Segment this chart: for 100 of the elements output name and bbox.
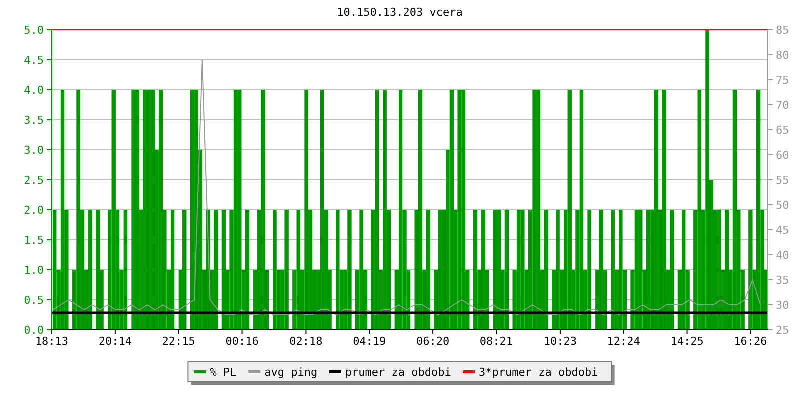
bar — [481, 210, 486, 330]
y-tick-label: 4.5 — [24, 54, 44, 67]
bar — [473, 210, 478, 330]
bar — [450, 90, 454, 330]
y2-tick-label: 70 — [776, 98, 790, 112]
bar — [599, 210, 604, 330]
y2-tick-label: 50 — [776, 198, 790, 212]
y2-tick-label: 35 — [776, 274, 790, 287]
bar — [520, 210, 525, 330]
y2-tick-label: 30 — [776, 298, 790, 312]
bar — [398, 90, 403, 330]
chart-title: 10.150.13.203 vcera — [337, 6, 463, 19]
y-tick-label: 0.5 — [24, 294, 44, 307]
bar — [190, 90, 195, 330]
bar — [536, 90, 541, 330]
y-tick-label: 1.0 — [24, 264, 44, 277]
bar — [238, 90, 242, 330]
bar — [682, 210, 686, 330]
x-tick-label: 18:13 — [35, 335, 69, 348]
bar — [170, 210, 175, 330]
bar — [662, 90, 666, 330]
y2-tick-label: 45 — [776, 224, 790, 237]
legend-label: avg ping — [264, 366, 318, 379]
bar — [698, 90, 702, 330]
bar — [670, 210, 674, 330]
y-tick-label: 3.0 — [24, 144, 44, 157]
x-tick-label: 04:19 — [353, 335, 386, 348]
bar — [60, 90, 65, 330]
y2-tick-label: 65 — [776, 124, 790, 137]
bar — [304, 90, 308, 330]
y2-tick-label: 25 — [776, 324, 790, 337]
bar — [132, 90, 136, 330]
bar — [732, 90, 738, 330]
y2-tick-label: 60 — [776, 148, 790, 162]
bar — [296, 210, 300, 330]
bar — [375, 90, 380, 330]
bar — [556, 210, 560, 330]
bar — [717, 210, 722, 330]
y2-tick-label: 40 — [776, 248, 790, 262]
bar — [273, 210, 277, 330]
y-tick-label: 2.5 — [24, 174, 44, 187]
bar — [748, 210, 753, 330]
bar — [96, 210, 100, 330]
bar — [634, 210, 639, 330]
bar — [143, 90, 148, 330]
y2-tick-label: 75 — [776, 74, 790, 87]
bar — [725, 210, 730, 330]
bar — [493, 210, 498, 330]
bar — [619, 210, 623, 330]
x-tick-label: 00:16 — [226, 335, 259, 348]
y-tick-label: 2.0 — [24, 204, 44, 217]
bar — [706, 30, 710, 330]
bar — [462, 90, 466, 330]
x-tick-label: 20:14 — [98, 335, 132, 348]
x-tick-label: 08:21 — [480, 335, 514, 348]
x-tick-label: 10:23 — [544, 335, 577, 348]
x-tick-label: 22:15 — [162, 335, 196, 348]
y-tick-label: 1.5 — [24, 234, 44, 247]
bar — [504, 210, 510, 330]
bar — [222, 210, 226, 330]
bar — [360, 210, 364, 330]
y2-tick-label: 80 — [776, 48, 790, 62]
bar — [158, 90, 164, 330]
x-tick-label: 06:20 — [416, 335, 450, 348]
bar — [588, 210, 592, 330]
bar — [284, 210, 289, 330]
bar — [214, 210, 218, 330]
x-tick-label: 02:18 — [290, 335, 323, 348]
bar — [568, 90, 572, 330]
bar — [88, 210, 92, 330]
bar — [124, 210, 128, 330]
bar — [458, 90, 462, 330]
legend-label: prumer za obdobi — [345, 366, 452, 379]
bar — [135, 90, 140, 330]
bar — [532, 90, 536, 330]
bar — [418, 90, 423, 330]
x-tick-label: 14:25 — [670, 335, 704, 348]
bar — [654, 90, 658, 330]
bar — [497, 210, 502, 330]
bar — [76, 90, 80, 330]
bar — [580, 90, 584, 330]
bar — [261, 90, 266, 330]
line-series — [52, 60, 762, 316]
bar — [348, 210, 352, 330]
bar — [245, 210, 250, 330]
bar — [234, 90, 238, 330]
bar — [426, 210, 430, 330]
bar — [516, 210, 521, 330]
legend-label: % PL — [210, 366, 238, 379]
bar — [544, 210, 548, 330]
bar — [646, 210, 651, 330]
y-tick-label: 4.0 — [24, 84, 44, 97]
y-tick-label: 5.0 — [24, 24, 44, 37]
y-tick-label: 3.5 — [24, 114, 44, 127]
y2-tick-label: 55 — [776, 174, 790, 187]
bar — [112, 90, 116, 330]
bar — [383, 90, 387, 330]
bar — [147, 90, 152, 330]
bar — [611, 210, 615, 330]
bar — [438, 210, 442, 330]
